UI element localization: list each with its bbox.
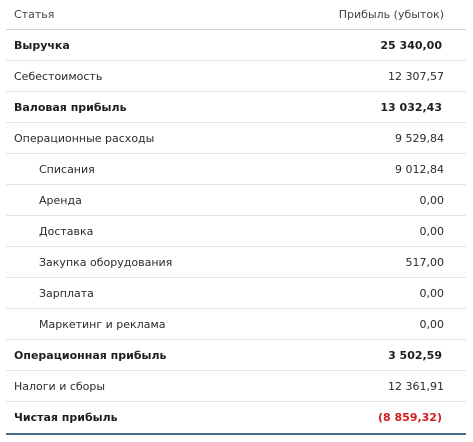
row-value: 9 529,84 — [395, 131, 444, 145]
row-value: 0,00 — [419, 193, 445, 207]
header-value: Прибыль (убыток) — [338, 8, 444, 21]
row-writeoffs: Списания 9 012,84 — [6, 154, 466, 185]
row-cost: Себестоимость 12 307,57 — [6, 61, 466, 92]
row-value: 12 361,91 — [388, 379, 444, 393]
row-value: (8 859,32) — [378, 411, 442, 424]
row-delivery: Доставка 0,00 — [6, 216, 466, 247]
row-label: Валовая прибыль — [14, 100, 127, 114]
row-taxes: Налоги и сборы 12 361,91 — [6, 371, 466, 402]
table-header: Статья Прибыль (убыток) — [6, 0, 466, 30]
row-value: 0,00 — [419, 286, 445, 300]
row-net-profit: Чистая прибыль (8 859,32) — [6, 402, 466, 433]
row-value: 0,00 — [419, 317, 445, 331]
profit-loss-table: Статья Прибыль (убыток) Выручка 25 340,0… — [6, 0, 466, 435]
row-value: 13 032,43 — [380, 100, 442, 114]
row-value: 12 307,57 — [388, 69, 444, 83]
header-item: Статья — [14, 8, 55, 21]
row-label: Себестоимость — [14, 69, 103, 83]
row-label: Чистая прибыль — [14, 411, 118, 424]
row-salary: Зарплата 0,00 — [6, 278, 466, 309]
row-label: Списания — [39, 162, 95, 176]
row-operating-expenses: Операционные расходы 9 529,84 — [6, 123, 466, 154]
row-operating-profit: Операционная прибыль 3 502,59 — [6, 340, 466, 371]
row-label: Маркетинг и реклама — [39, 317, 166, 331]
row-value: 3 502,59 — [388, 348, 442, 362]
row-label: Операционные расходы — [14, 131, 155, 145]
row-gross-profit: Валовая прибыль 13 032,43 — [6, 92, 466, 123]
row-label: Выручка — [14, 38, 70, 52]
row-label: Доставка — [39, 224, 94, 238]
row-label: Зарплата — [39, 286, 94, 300]
row-equipment-purchase: Закупка оборудования 517,00 — [6, 247, 466, 278]
row-value: 25 340,00 — [380, 38, 442, 52]
row-marketing: Маркетинг и реклама 0,00 — [6, 309, 466, 340]
row-label: Аренда — [39, 193, 82, 207]
row-value: 517,00 — [405, 255, 445, 269]
row-revenue: Выручка 25 340,00 — [6, 30, 466, 61]
row-value: 9 012,84 — [395, 162, 444, 176]
row-label: Операционная прибыль — [14, 348, 167, 362]
row-rent: Аренда 0,00 — [6, 185, 466, 216]
row-label: Закупка оборудования — [39, 255, 173, 269]
row-value: 0,00 — [419, 224, 445, 238]
row-label: Налоги и сборы — [14, 379, 106, 393]
